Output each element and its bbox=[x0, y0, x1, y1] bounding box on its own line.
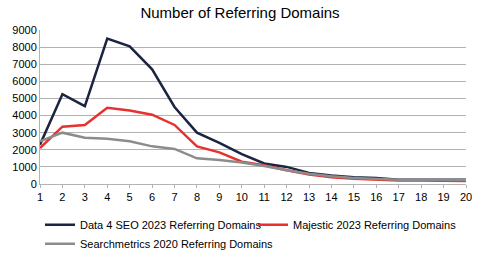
svg-text:10: 10 bbox=[236, 191, 248, 203]
svg-text:16: 16 bbox=[370, 191, 382, 203]
svg-text:15: 15 bbox=[348, 191, 360, 203]
svg-text:Majestic 2023 Referring Domain: Majestic 2023 Referring Domains bbox=[293, 219, 456, 231]
svg-text:5000: 5000 bbox=[12, 92, 36, 104]
svg-text:9: 9 bbox=[216, 191, 222, 203]
svg-text:13: 13 bbox=[303, 191, 315, 203]
svg-text:0: 0 bbox=[31, 178, 37, 190]
svg-text:19: 19 bbox=[437, 191, 449, 203]
svg-text:2000: 2000 bbox=[12, 144, 36, 156]
svg-text:11: 11 bbox=[258, 191, 269, 203]
svg-text:Searchmetrics 2020 Referring D: Searchmetrics 2020 Referring Domains bbox=[80, 238, 273, 250]
svg-text:20: 20 bbox=[460, 191, 472, 203]
svg-text:18: 18 bbox=[415, 191, 427, 203]
svg-text:3000: 3000 bbox=[12, 127, 36, 139]
svg-text:9000: 9000 bbox=[12, 24, 36, 36]
svg-text:12: 12 bbox=[281, 191, 293, 203]
svg-text:2: 2 bbox=[59, 191, 65, 203]
svg-text:7: 7 bbox=[171, 191, 177, 203]
svg-text:Number of Referring Domains: Number of Referring Domains bbox=[140, 4, 339, 21]
svg-text:6: 6 bbox=[149, 191, 155, 203]
svg-text:14: 14 bbox=[325, 191, 337, 203]
svg-text:7000: 7000 bbox=[12, 58, 36, 70]
svg-text:6000: 6000 bbox=[12, 75, 36, 87]
svg-text:8000: 8000 bbox=[12, 41, 36, 53]
svg-text:3: 3 bbox=[82, 191, 88, 203]
svg-text:1000: 1000 bbox=[12, 161, 36, 173]
svg-text:5: 5 bbox=[127, 191, 133, 203]
svg-text:1: 1 bbox=[37, 191, 43, 203]
svg-text:8: 8 bbox=[194, 191, 200, 203]
svg-text:4: 4 bbox=[104, 191, 110, 203]
svg-text:17: 17 bbox=[393, 191, 405, 203]
svg-text:Data 4 SEO 2023 Referring Doma: Data 4 SEO 2023 Referring Domains bbox=[80, 219, 261, 231]
svg-text:4000: 4000 bbox=[12, 109, 36, 121]
